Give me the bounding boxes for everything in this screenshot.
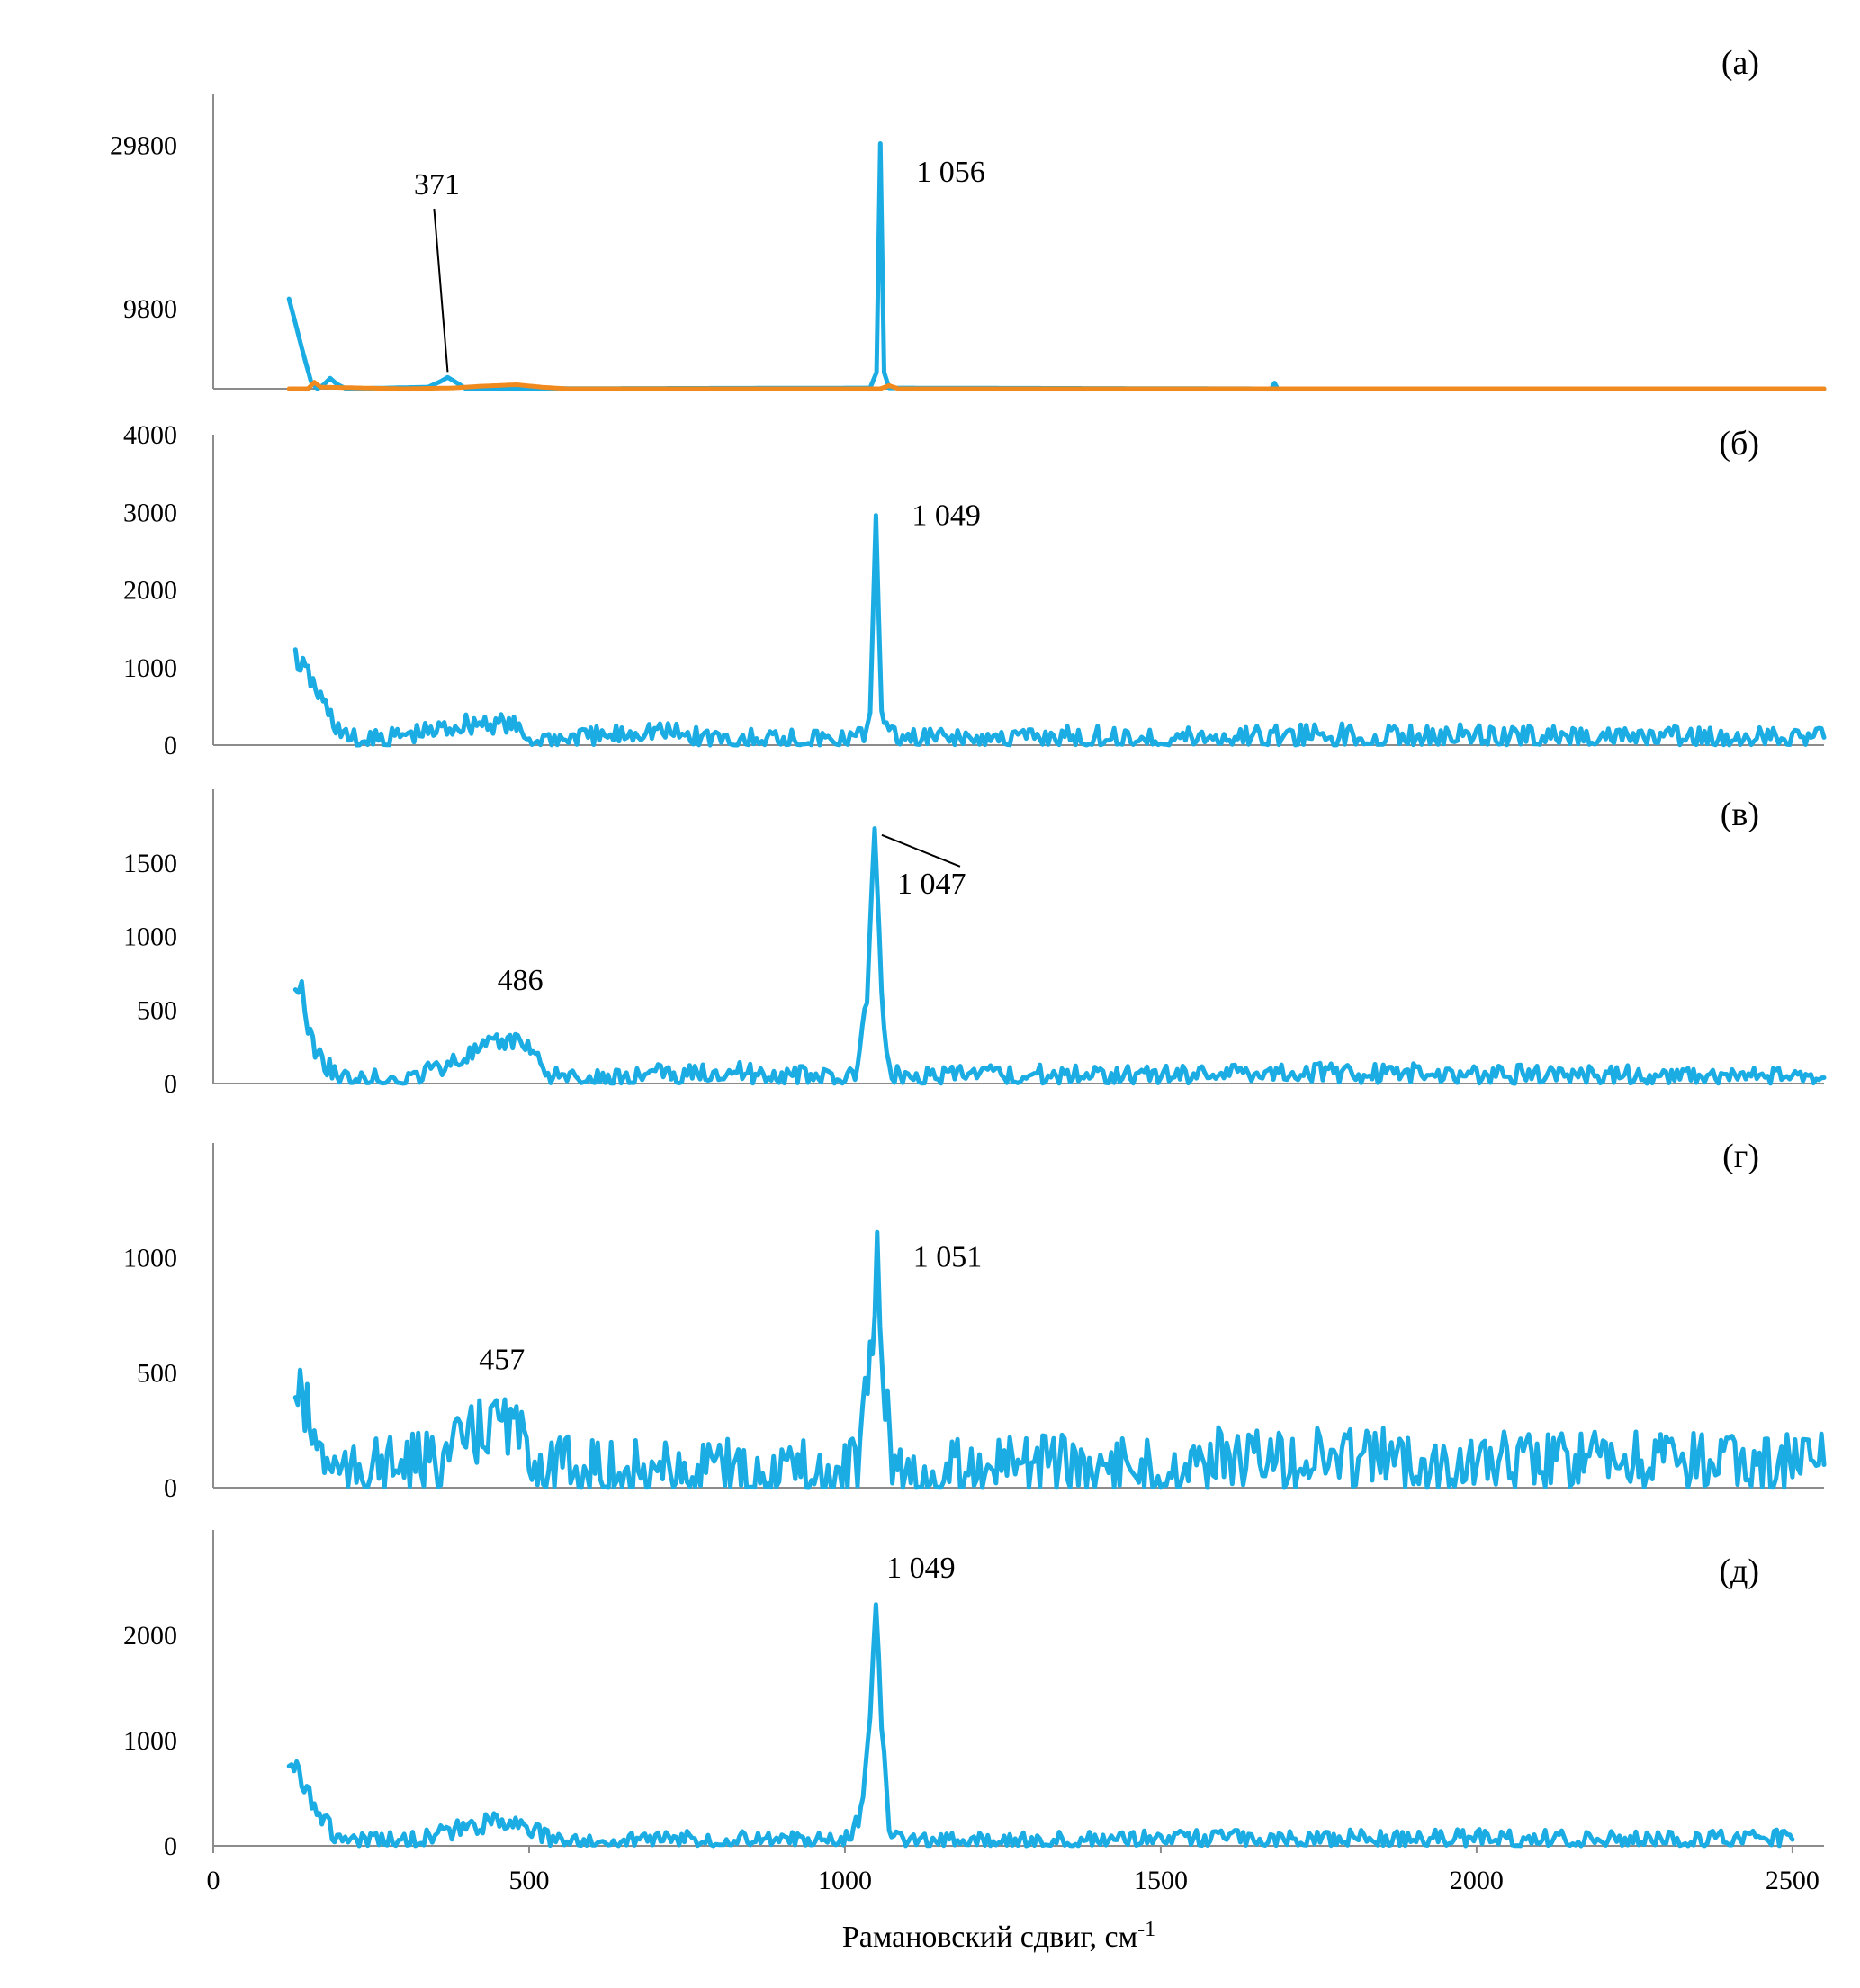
peak-label: 1 051 xyxy=(913,1241,982,1274)
y-tick-label: 1000 xyxy=(123,1244,177,1273)
panel-label: (а) xyxy=(1721,44,1759,82)
panel-label: (б) xyxy=(1719,425,1759,463)
x-axis-title: Рамановский сдвиг, см-1 xyxy=(842,1918,1155,1954)
peak-label: 457 xyxy=(479,1343,525,1376)
panel-4: 0 500 1000 (г) 457 1 051 xyxy=(123,1138,1827,1503)
x-tick-label: 2000 xyxy=(1450,1866,1504,1895)
panel-1: 9800 29800 (а) 371 1 056 xyxy=(110,44,1827,391)
x-axis-title-superscript: -1 xyxy=(1137,1918,1155,1941)
y-tick-label: 9800 xyxy=(123,294,177,324)
series-line xyxy=(286,141,1827,391)
y-tick-label: 0 xyxy=(164,1473,177,1503)
y-tick-label: 1500 xyxy=(123,849,177,878)
y-tick-label: 500 xyxy=(137,1358,177,1388)
x-axis: 0 500 1000 1500 2000 2500 xyxy=(207,1846,1820,1895)
series-line xyxy=(286,380,1827,391)
series-line xyxy=(292,1229,1827,1490)
panel-2: 0 1000 2000 3000 4000 (б) 1 049 xyxy=(123,420,1827,760)
y-tick-label: 1000 xyxy=(123,1726,177,1756)
y-tick-label: 2000 xyxy=(123,1621,177,1651)
panel-3: 0 500 1000 1500 (в) 486 1 047 xyxy=(123,789,1827,1099)
peak-leader-line xyxy=(881,833,961,868)
x-tick-label: 500 xyxy=(508,1866,549,1895)
x-tick-label: 0 xyxy=(207,1866,220,1895)
panels-group: 9800 29800 (а) 371 1 056 0 1000 2000 3000 4000 (б)… xyxy=(110,44,1827,1861)
panel-5: 0 1000 2000 (д) 1 049 xyxy=(123,1530,1824,1861)
peak-label: 1 047 xyxy=(897,868,966,901)
y-tick-label: 1000 xyxy=(123,653,177,683)
y-tick-label: 3000 xyxy=(123,498,177,527)
peak-label: 371 xyxy=(414,168,460,202)
y-tick-label: 1000 xyxy=(123,922,177,952)
panel-label: (д) xyxy=(1719,1552,1759,1590)
y-tick-label: 4000 xyxy=(123,420,177,450)
series-line xyxy=(292,513,1827,748)
y-tick-label: 0 xyxy=(164,731,177,760)
x-tick-label: 1500 xyxy=(1134,1866,1188,1895)
y-tick-label: 500 xyxy=(137,995,177,1025)
y-tick-label: 0 xyxy=(164,1831,177,1861)
peak-label: 486 xyxy=(498,964,544,997)
x-tick-label: 2500 xyxy=(1766,1866,1820,1895)
series-line xyxy=(286,1602,1795,1849)
peak-label: 1 056 xyxy=(916,156,984,189)
panel-label: (в) xyxy=(1721,796,1759,833)
panel-label: (г) xyxy=(1722,1138,1759,1175)
y-tick-label: 29800 xyxy=(110,130,177,160)
x-axis-title-text: Рамановский сдвиг, см xyxy=(842,1921,1137,1954)
y-tick-label: 2000 xyxy=(123,576,177,606)
series-line xyxy=(292,826,1827,1086)
x-tick-label: 1000 xyxy=(818,1866,872,1895)
peak-leader-line xyxy=(433,208,449,373)
y-tick-label: 0 xyxy=(164,1069,177,1099)
peak-label: 1 049 xyxy=(886,1552,956,1585)
peak-label: 1 049 xyxy=(912,499,981,533)
